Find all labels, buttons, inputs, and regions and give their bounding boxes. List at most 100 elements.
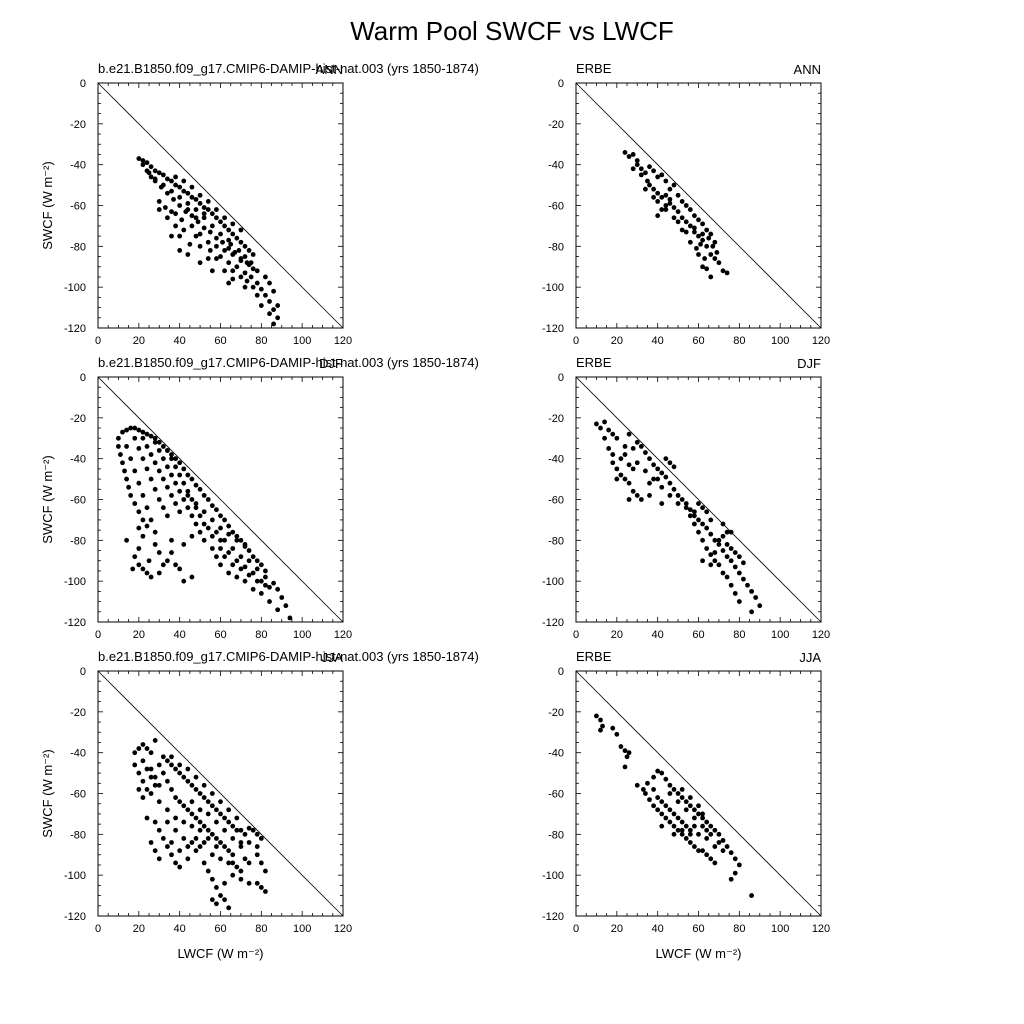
data-point (234, 537, 240, 543)
data-point (242, 284, 248, 290)
data-point (148, 164, 154, 170)
data-point (140, 566, 146, 572)
x-tick-label: 20 (133, 629, 145, 641)
data-point (246, 840, 252, 845)
data-point (222, 223, 227, 229)
data-point (275, 607, 281, 613)
data-point (741, 560, 746, 566)
data-point (218, 893, 223, 898)
data-point (226, 523, 232, 529)
data-point (679, 795, 685, 800)
data-point (242, 578, 248, 584)
data-point (250, 827, 256, 833)
data-point (238, 827, 244, 833)
data-point (271, 321, 276, 327)
data-point (708, 552, 714, 558)
data-point (720, 838, 726, 843)
data-point (218, 231, 223, 237)
data-point (156, 550, 162, 555)
data-point (667, 186, 673, 192)
data-point (195, 219, 201, 225)
data-point (189, 811, 195, 817)
data-point (222, 880, 227, 886)
data-point (708, 517, 714, 523)
data-point (160, 770, 166, 776)
data-point (144, 160, 150, 166)
data-point (246, 558, 252, 564)
data-point (667, 819, 673, 825)
data-point (258, 860, 264, 866)
y-tick-label: -60 (70, 789, 86, 801)
data-point (177, 472, 183, 478)
x-tick-label: 60 (692, 629, 704, 641)
y-tick-label: -20 (70, 707, 86, 719)
data-point (724, 529, 730, 535)
data-point (234, 264, 240, 270)
data-point (655, 768, 661, 774)
data-point (700, 848, 705, 854)
data-point (704, 243, 710, 249)
data-point (140, 493, 146, 498)
x-tick-label: 80 (255, 629, 267, 641)
data-point (712, 844, 718, 849)
data-point (144, 466, 150, 472)
data-point (732, 591, 738, 596)
data-point (246, 860, 252, 866)
data-point (193, 233, 199, 239)
data-point (679, 497, 685, 502)
data-point (724, 844, 730, 849)
data-point (687, 507, 693, 513)
data-point (218, 799, 223, 805)
data-point (696, 811, 701, 817)
data-point (148, 774, 154, 780)
data-point (700, 537, 705, 543)
data-point (173, 223, 178, 229)
data-point (622, 764, 628, 770)
y-tick-label: -40 (548, 454, 564, 466)
data-point (724, 554, 730, 560)
data-point (250, 266, 256, 272)
data-point (165, 464, 170, 470)
data-point (736, 554, 742, 560)
panel-source-label: b.e21.B1850.f09_g17.CMIP6-DAMIP-hist-nat… (98, 649, 479, 664)
data-point (753, 595, 759, 600)
x-tick-label: 0 (573, 923, 579, 935)
data-point (667, 201, 673, 206)
data-point (189, 476, 195, 482)
data-point (663, 207, 669, 212)
data-point (222, 537, 227, 543)
data-point (757, 603, 763, 609)
data-point (230, 276, 236, 282)
data-point (692, 815, 697, 821)
data-point (708, 274, 714, 280)
data-point (140, 429, 146, 435)
data-point (667, 196, 673, 202)
data-point (643, 450, 648, 455)
data-point (716, 260, 722, 266)
data-point (209, 517, 215, 523)
data-point (271, 580, 276, 586)
data-point (220, 239, 225, 245)
data-point (144, 787, 150, 792)
data-point (263, 868, 268, 874)
data-point (671, 486, 677, 492)
data-point (165, 758, 170, 764)
data-point (683, 836, 689, 841)
reference-line (97, 82, 344, 329)
data-point (128, 425, 134, 431)
data-point (248, 274, 254, 280)
data-point (242, 254, 248, 259)
data-point (634, 460, 640, 466)
data-point (683, 799, 689, 805)
x-tick-label: 120 (334, 923, 352, 935)
data-point (140, 158, 146, 163)
data-point (226, 260, 232, 266)
x-tick-label: 120 (334, 629, 352, 641)
data-point (671, 205, 677, 210)
y-tick-label: -20 (70, 413, 86, 425)
reference-line (575, 376, 822, 623)
y-tick-label: -80 (70, 829, 86, 841)
data-point (647, 493, 652, 498)
data-point (218, 219, 223, 225)
data-point (728, 529, 734, 535)
